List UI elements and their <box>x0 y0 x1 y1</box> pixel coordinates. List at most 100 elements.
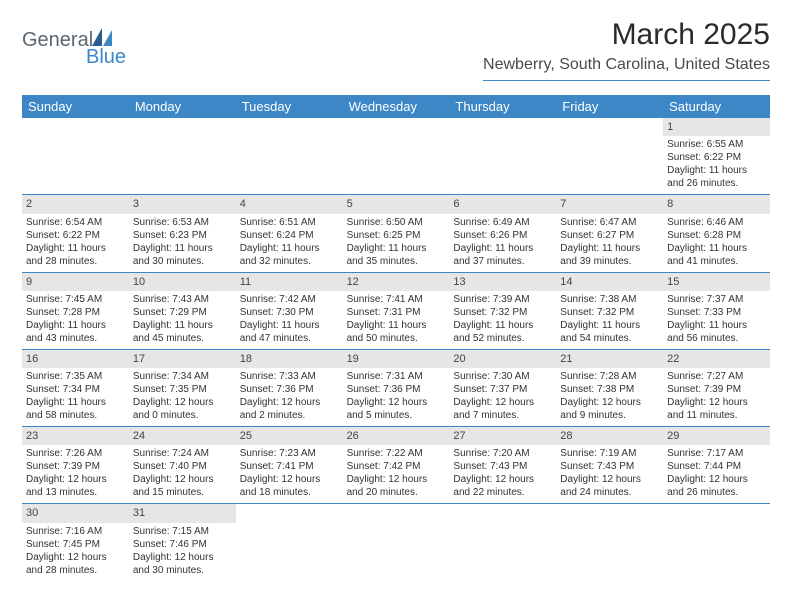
day-line: and 9 minutes. <box>560 409 659 422</box>
day-line: and 43 minutes. <box>26 332 125 345</box>
header: General Blue March 2025 Newberry, South … <box>0 0 792 87</box>
day-body: Sunrise: 6:49 AMSunset: 6:26 PMDaylight:… <box>449 214 556 272</box>
day-number: 5 <box>343 195 450 213</box>
page-title: March 2025 <box>483 18 770 52</box>
day-cell: 11Sunrise: 7:42 AMSunset: 7:30 PMDayligh… <box>236 273 343 349</box>
day-line: and 32 minutes. <box>240 255 339 268</box>
day-line: Daylight: 11 hours <box>26 242 125 255</box>
day-line: and 26 minutes. <box>667 177 766 190</box>
day-line: and 24 minutes. <box>560 486 659 499</box>
day-number: 25 <box>236 427 343 445</box>
day-line: and 2 minutes. <box>240 409 339 422</box>
week-row: 23Sunrise: 7:26 AMSunset: 7:39 PMDayligh… <box>22 427 770 504</box>
day-header-cell: Sunday <box>22 95 129 118</box>
day-line: and 5 minutes. <box>347 409 446 422</box>
day-line: Sunrise: 7:42 AM <box>240 293 339 306</box>
empty-cell <box>236 504 343 580</box>
day-cell: 20Sunrise: 7:30 AMSunset: 7:37 PMDayligh… <box>449 350 556 426</box>
day-cell: 21Sunrise: 7:28 AMSunset: 7:38 PMDayligh… <box>556 350 663 426</box>
day-number: 6 <box>449 195 556 213</box>
weeks-container: 1Sunrise: 6:55 AMSunset: 6:22 PMDaylight… <box>22 118 770 581</box>
day-header-cell: Tuesday <box>236 95 343 118</box>
day-line: Daylight: 11 hours <box>240 319 339 332</box>
day-number: 12 <box>343 273 450 291</box>
day-line: Sunrise: 6:49 AM <box>453 216 552 229</box>
day-body: Sunrise: 7:17 AMSunset: 7:44 PMDaylight:… <box>663 445 770 503</box>
day-line: Daylight: 11 hours <box>453 242 552 255</box>
empty-cell <box>449 118 556 194</box>
day-number: 13 <box>449 273 556 291</box>
day-line: Daylight: 12 hours <box>453 473 552 486</box>
day-number: 11 <box>236 273 343 291</box>
day-number: 16 <box>22 350 129 368</box>
day-line: Sunset: 7:41 PM <box>240 460 339 473</box>
day-number: 15 <box>663 273 770 291</box>
day-line: Sunset: 7:40 PM <box>133 460 232 473</box>
day-line: Sunrise: 7:41 AM <box>347 293 446 306</box>
day-line: Sunrise: 6:54 AM <box>26 216 125 229</box>
day-line: Daylight: 11 hours <box>26 396 125 409</box>
day-line: Sunset: 6:23 PM <box>133 229 232 242</box>
day-line: Sunrise: 7:43 AM <box>133 293 232 306</box>
day-line: Sunset: 7:44 PM <box>667 460 766 473</box>
day-body: Sunrise: 6:47 AMSunset: 6:27 PMDaylight:… <box>556 214 663 272</box>
day-line: Sunset: 7:30 PM <box>240 306 339 319</box>
day-line: Sunrise: 7:33 AM <box>240 370 339 383</box>
day-line: Sunrise: 7:37 AM <box>667 293 766 306</box>
day-cell: 30Sunrise: 7:16 AMSunset: 7:45 PMDayligh… <box>22 504 129 580</box>
day-body: Sunrise: 7:23 AMSunset: 7:41 PMDaylight:… <box>236 445 343 503</box>
day-header-cell: Thursday <box>449 95 556 118</box>
day-body: Sunrise: 7:34 AMSunset: 7:35 PMDaylight:… <box>129 368 236 426</box>
day-cell: 22Sunrise: 7:27 AMSunset: 7:39 PMDayligh… <box>663 350 770 426</box>
day-line: and 22 minutes. <box>453 486 552 499</box>
logo: General Blue <box>22 18 114 52</box>
day-body: Sunrise: 6:55 AMSunset: 6:22 PMDaylight:… <box>663 136 770 194</box>
day-cell: 7Sunrise: 6:47 AMSunset: 6:27 PMDaylight… <box>556 195 663 271</box>
day-line: Sunrise: 7:17 AM <box>667 447 766 460</box>
day-cell: 17Sunrise: 7:34 AMSunset: 7:35 PMDayligh… <box>129 350 236 426</box>
day-cell: 29Sunrise: 7:17 AMSunset: 7:44 PMDayligh… <box>663 427 770 503</box>
day-number: 28 <box>556 427 663 445</box>
day-header-cell: Friday <box>556 95 663 118</box>
day-cell: 2Sunrise: 6:54 AMSunset: 6:22 PMDaylight… <box>22 195 129 271</box>
day-body: Sunrise: 7:15 AMSunset: 7:46 PMDaylight:… <box>129 523 236 581</box>
day-line: Sunrise: 7:27 AM <box>667 370 766 383</box>
empty-cell <box>663 504 770 580</box>
day-number: 10 <box>129 273 236 291</box>
day-body: Sunrise: 7:26 AMSunset: 7:39 PMDaylight:… <box>22 445 129 503</box>
day-line: Daylight: 12 hours <box>240 473 339 486</box>
day-line: and 26 minutes. <box>667 486 766 499</box>
day-number: 29 <box>663 427 770 445</box>
day-body: Sunrise: 7:31 AMSunset: 7:36 PMDaylight:… <box>343 368 450 426</box>
week-row: 2Sunrise: 6:54 AMSunset: 6:22 PMDaylight… <box>22 195 770 272</box>
day-body: Sunrise: 7:38 AMSunset: 7:32 PMDaylight:… <box>556 291 663 349</box>
day-number: 24 <box>129 427 236 445</box>
day-cell: 10Sunrise: 7:43 AMSunset: 7:29 PMDayligh… <box>129 273 236 349</box>
day-body: Sunrise: 7:39 AMSunset: 7:32 PMDaylight:… <box>449 291 556 349</box>
day-line: and 45 minutes. <box>133 332 232 345</box>
day-number: 2 <box>22 195 129 213</box>
day-number: 7 <box>556 195 663 213</box>
day-cell: 13Sunrise: 7:39 AMSunset: 7:32 PMDayligh… <box>449 273 556 349</box>
empty-cell <box>129 118 236 194</box>
day-body: Sunrise: 7:42 AMSunset: 7:30 PMDaylight:… <box>236 291 343 349</box>
day-line: Sunset: 6:22 PM <box>667 151 766 164</box>
day-line: Sunrise: 7:23 AM <box>240 447 339 460</box>
day-line: and 35 minutes. <box>347 255 446 268</box>
day-number: 17 <box>129 350 236 368</box>
day-cell: 3Sunrise: 6:53 AMSunset: 6:23 PMDaylight… <box>129 195 236 271</box>
day-body: Sunrise: 7:16 AMSunset: 7:45 PMDaylight:… <box>22 523 129 581</box>
day-cell: 27Sunrise: 7:20 AMSunset: 7:43 PMDayligh… <box>449 427 556 503</box>
day-line: Daylight: 11 hours <box>560 242 659 255</box>
day-line: Daylight: 12 hours <box>133 551 232 564</box>
day-number: 1 <box>663 118 770 136</box>
day-number: 19 <box>343 350 450 368</box>
empty-cell <box>22 118 129 194</box>
day-line: Sunrise: 6:46 AM <box>667 216 766 229</box>
day-cell: 9Sunrise: 7:45 AMSunset: 7:28 PMDaylight… <box>22 273 129 349</box>
day-line: and 41 minutes. <box>667 255 766 268</box>
day-line: and 30 minutes. <box>133 564 232 577</box>
logo-text-blue: Blue <box>86 46 126 69</box>
empty-cell <box>343 504 450 580</box>
day-cell: 23Sunrise: 7:26 AMSunset: 7:39 PMDayligh… <box>22 427 129 503</box>
